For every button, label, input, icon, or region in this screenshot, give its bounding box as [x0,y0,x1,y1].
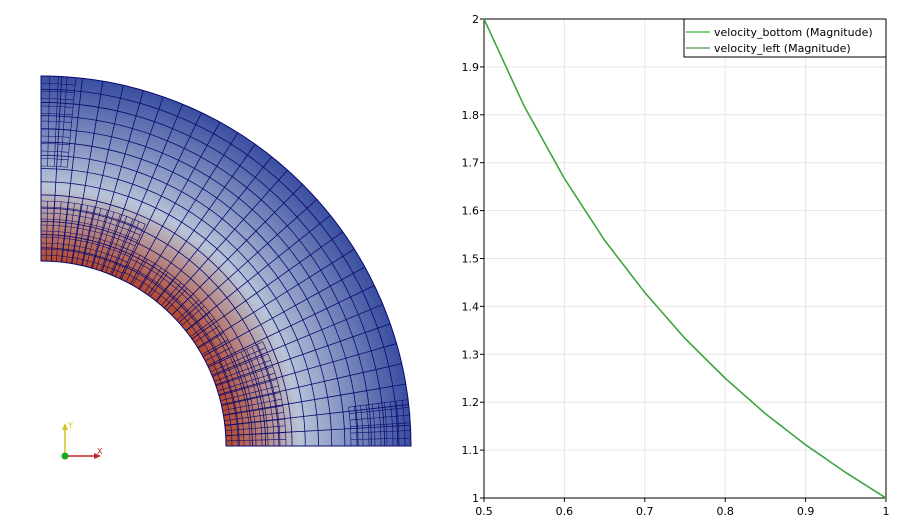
y-tick-label: 1.5 [462,253,480,266]
y-tick-label: 1.7 [462,157,480,170]
x-tick-label: 0.5 [475,505,493,518]
y-tick-label: 1.1 [462,444,480,457]
x-tick-label: 0.6 [556,505,574,518]
x-tick-label: 0.7 [636,505,654,518]
y-tick-label: 1.8 [462,109,480,122]
y-axis-label: Y [67,421,73,430]
quarter-annulus-outline [40,75,412,447]
orientation-axes: Y X [61,421,103,460]
legend-label-1[interactable]: velocity_left (Magnitude) [714,42,851,55]
y-axis: 1 1.1 1.2 1.3 1.4 1.5 1.6 1.7 1.8 1.9 2 [462,13,484,505]
legend-label-0[interactable]: velocity_bottom (Magnitude) [714,26,873,39]
line-chart-view[interactable]: 0.5 0.6 0.7 0.8 0.9 1 1 1.1 1.2 1.3 1.4 1.5 1.6 1.7 1… [453,0,906,523]
render-view[interactable]: Y X [0,0,453,523]
y-tick-label: 1.6 [462,205,480,218]
y-tick-label: 1.3 [462,348,480,361]
series-line-1 [483,18,887,499]
x-axis: 0.5 0.6 0.7 0.8 0.9 1 [475,498,890,518]
y-tick-label: 1.2 [462,396,480,409]
y-tick-label: 1.9 [462,61,480,74]
y-tick-label: 1 [472,492,479,505]
z-axis-marker [61,452,69,460]
x-tick-label: 1 [883,505,890,518]
y-tick-label: 2 [472,13,479,26]
y-tick-label: 1.4 [462,300,480,313]
series-lines [483,18,887,499]
x-axis-arrowhead [94,453,101,459]
x-axis-label: X [97,447,103,456]
line-chart[interactable]: 0.5 0.6 0.7 0.8 0.9 1 11.11.21.31.41.51.61.71… [453,0,906,523]
y-axis-arrowhead [62,423,68,430]
render-canvas[interactable]: Y X [0,0,453,523]
x-tick-label: 0.9 [797,505,815,518]
x-tick-label: 0.8 [716,505,734,518]
chart-grid [483,18,887,499]
chart-legend[interactable]: velocity_bottom (Magnitude) velocity_left… [683,18,887,58]
legend-box [683,18,887,58]
